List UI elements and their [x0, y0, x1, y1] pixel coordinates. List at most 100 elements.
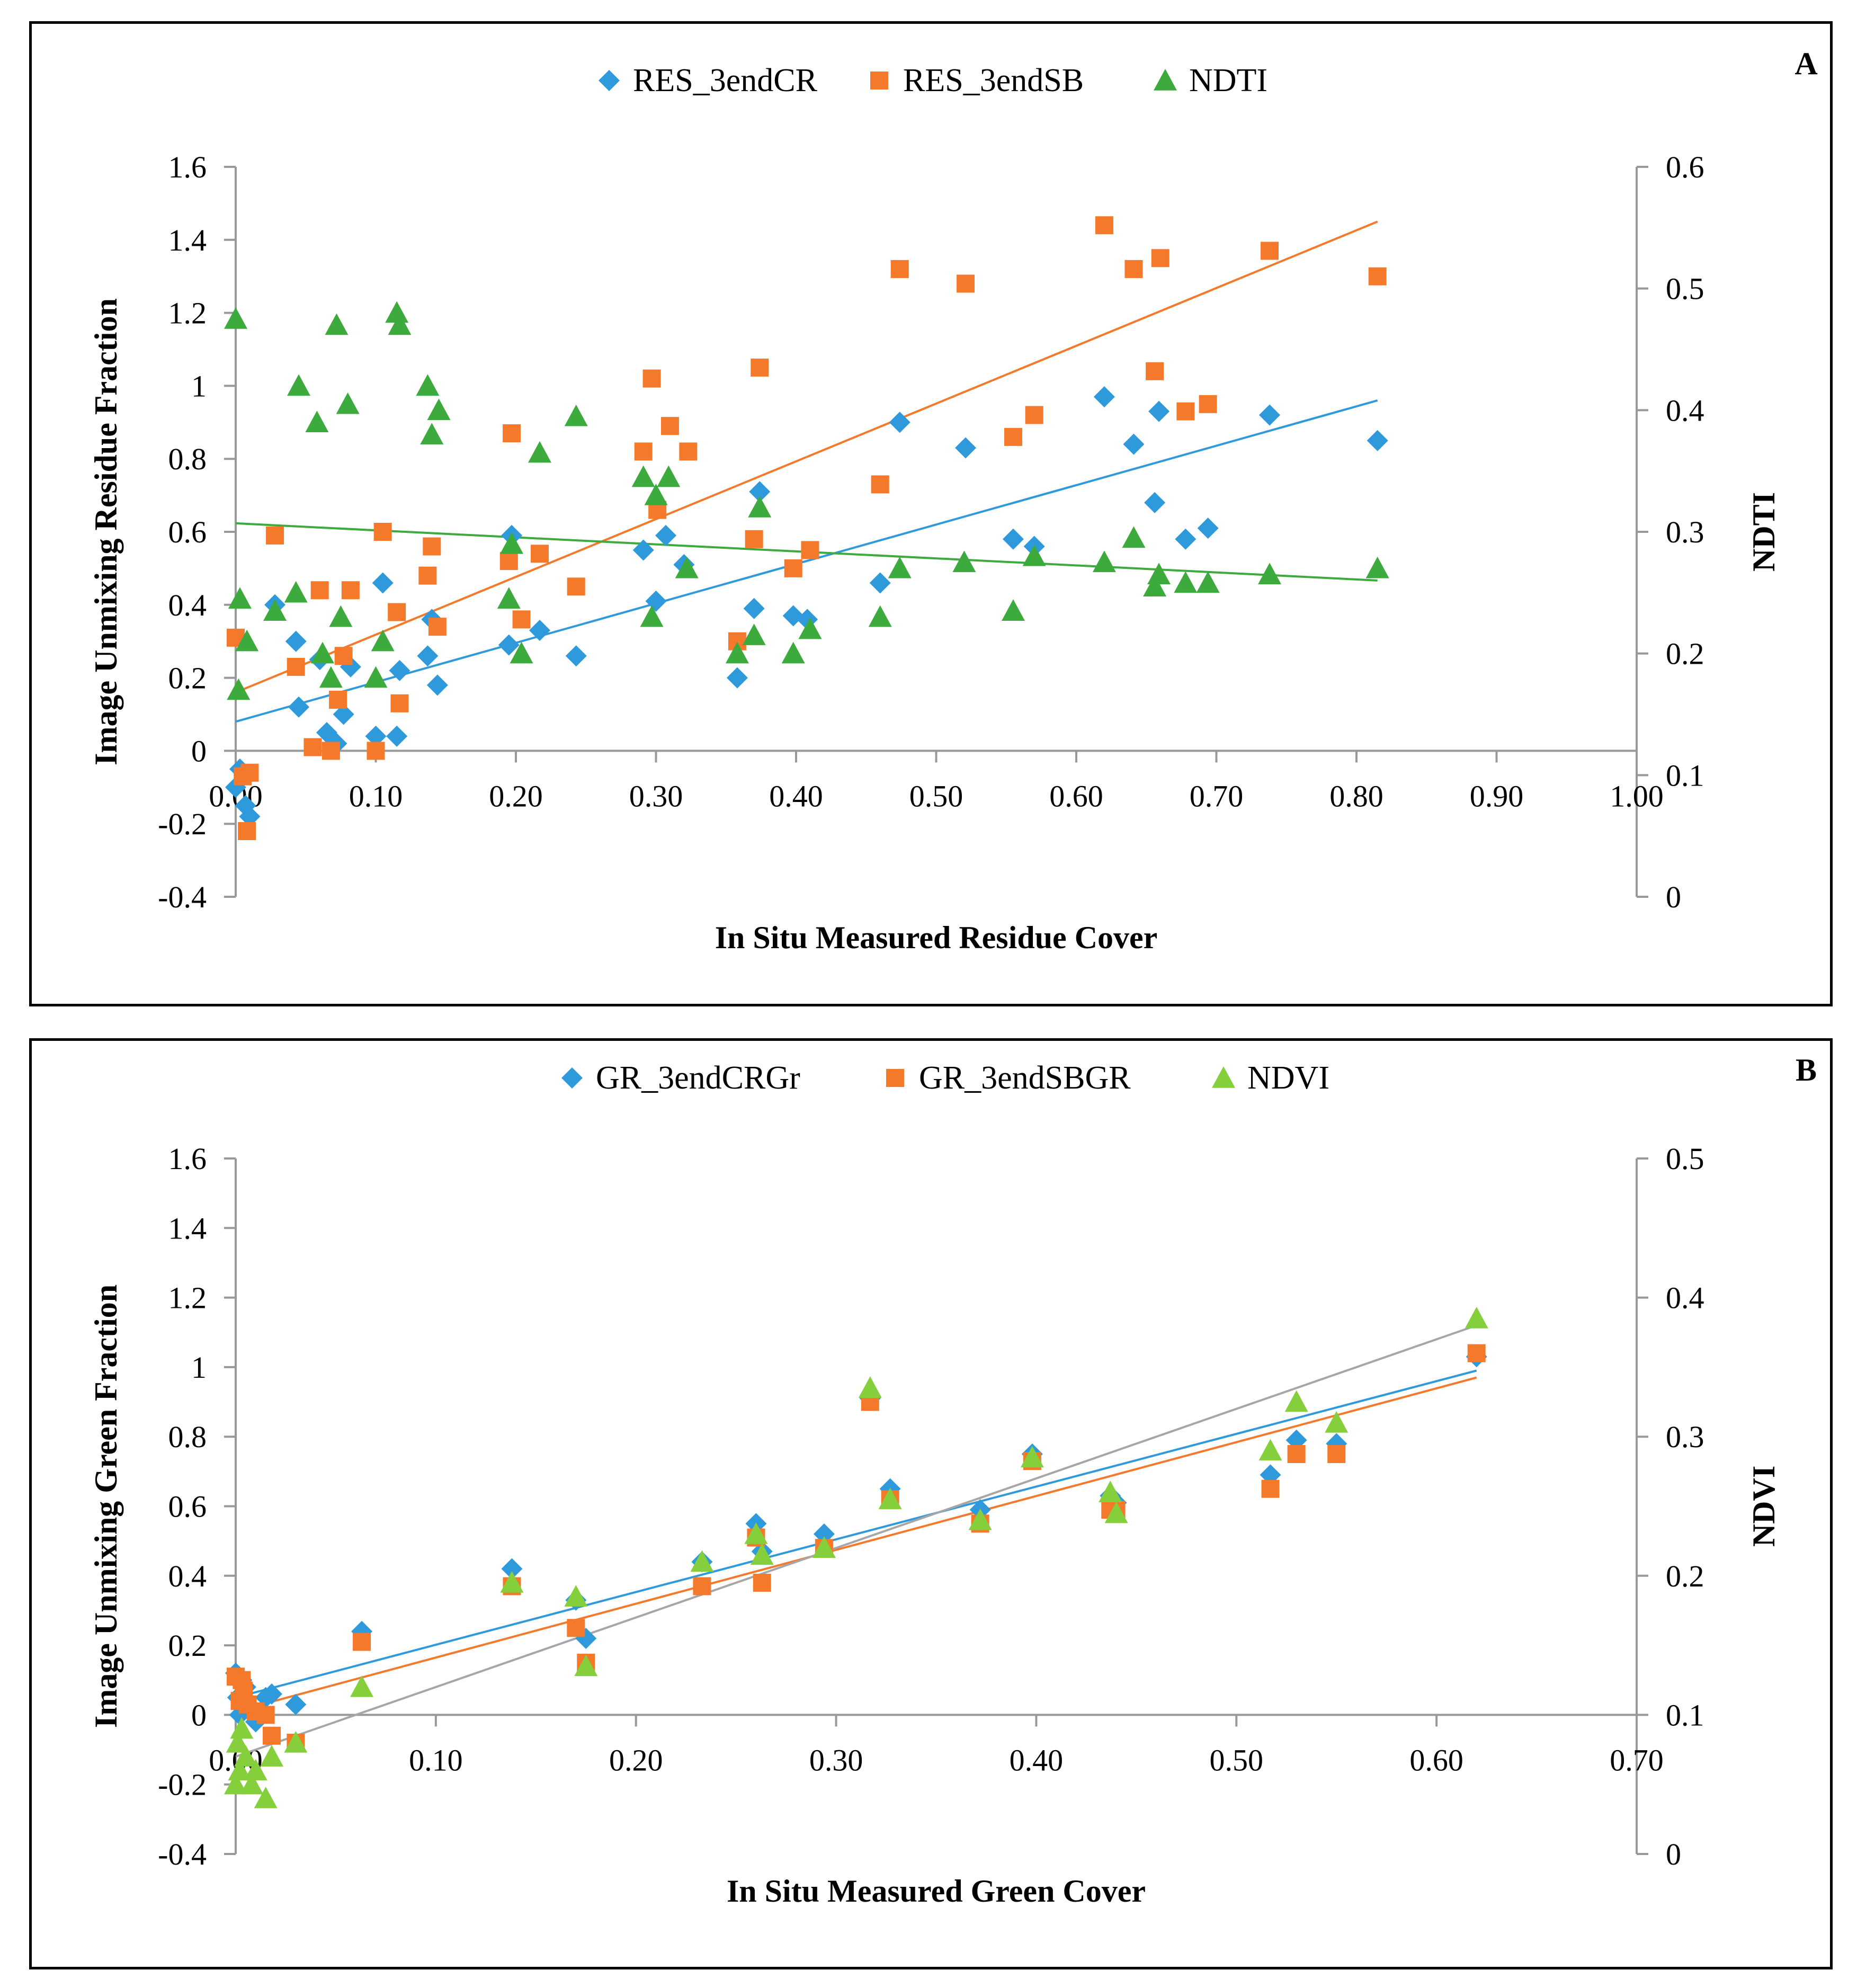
data-point-NDTI [1147, 563, 1171, 585]
data-point-RES_3endSB [751, 358, 769, 377]
y2-tick-label-b: 0.5 [1666, 1142, 1704, 1176]
y-axis-title-b: Image Unmixing Green Fraction [88, 1285, 123, 1728]
y-tick-label-a: -0.4 [158, 880, 207, 914]
data-point-NDVI [878, 1487, 902, 1510]
data-point-RES_3endSB [390, 694, 409, 712]
data-point-NDVI [350, 1675, 374, 1697]
data-point-NDVI [1284, 1390, 1308, 1412]
x-tick-label-a: 0.30 [629, 779, 683, 813]
y-tick-label-b: 0.2 [168, 1628, 207, 1663]
data-point-RES_3endSB [499, 552, 518, 570]
data-point-NDVI [564, 1585, 588, 1607]
x-tick-label-a: 0.60 [1049, 779, 1103, 813]
data-point-NDVI [1325, 1411, 1349, 1433]
data-point-GR_3endCRGr [1285, 1429, 1307, 1451]
data-point-RES_3endSB [303, 738, 322, 756]
data-point-RES_3endCR [372, 572, 394, 594]
data-point-RES_3endCR [285, 630, 307, 652]
data-point-RES_3endSB [642, 369, 661, 388]
data-point-NDTI [1174, 571, 1198, 593]
data-point-RES_3endCR [565, 645, 587, 667]
trendline-GR_3endCRGr [235, 1369, 1477, 1699]
y-tick-label-a: 0.4 [168, 588, 207, 622]
data-point-GR_3endSBGR [1261, 1479, 1280, 1498]
x-tick-label-b: 0.10 [409, 1743, 463, 1777]
data-point-NDVI [750, 1543, 774, 1565]
data-point-NDVI [228, 1759, 252, 1781]
y2-axis-title-a: NDTI [1746, 492, 1781, 572]
chart-panel-a: -0.4 -0.2 0 0.2 0.4 0.6 0.8 1 1.2 1.4 1.6 0 0.1 0.2 0.… [29, 21, 1833, 1006]
legend-marker-square [886, 1069, 904, 1087]
data-point-RES_3endSB [240, 763, 259, 782]
data-point-GR_3endCRGr [501, 1558, 523, 1580]
y-tick-label-a: 0 [191, 734, 207, 768]
data-point-NDTI [748, 496, 772, 518]
y-tick-label-b: 0.8 [168, 1420, 207, 1454]
data-point-RES_3endCR [743, 598, 765, 619]
x-tick-label-a: 0.10 [349, 779, 403, 813]
data-point-RES_3endCR [1259, 404, 1281, 426]
data-point-RES_3endCR [1148, 400, 1170, 422]
x-tick-label-a: 0.50 [909, 779, 963, 813]
data-point-RES_3endCR [889, 412, 910, 433]
y-tick-label-b: 0.4 [168, 1559, 207, 1593]
data-point-RES_3endSB [373, 523, 392, 541]
data-point-RES_3endCR [726, 667, 748, 689]
x-axis-title-b: In Situ Measured Green Cover [727, 1874, 1146, 1909]
data-point-RES_3endSB [1146, 362, 1164, 380]
data-point-NDTI [631, 465, 655, 487]
data-point-RES_3endSB [1004, 427, 1022, 446]
data-point-GR_3endCRGr [1326, 1433, 1347, 1455]
data-point-NDTI [416, 374, 440, 396]
data-point-RES_3endSB [310, 581, 329, 600]
data-point-GR_3endCRGr [229, 1704, 251, 1726]
trendline-RES_3endCR [235, 399, 1378, 723]
legend-label-b: NDVI [1247, 1060, 1329, 1096]
x-tick-label-a: 0.90 [1470, 779, 1524, 813]
data-point-RES_3endCR [749, 481, 771, 503]
data-point-RES_3endSB [266, 526, 284, 545]
data-point-NDTI [1143, 575, 1167, 597]
data-point-NDVI [812, 1536, 836, 1558]
panel-letter-b: B [1796, 1053, 1817, 1087]
data-point-RES_3endCR [645, 590, 667, 612]
data-point-NDTI [224, 307, 247, 329]
data-point-NDTI [781, 641, 805, 664]
data-point-NDTI [742, 623, 766, 645]
data-point-RES_3endCR [655, 524, 677, 546]
trendline-NDVI [235, 1324, 1477, 1758]
y-tick-label-a: 0.8 [168, 442, 207, 476]
data-point-NDVI [224, 1772, 247, 1795]
data-point-NDVI [226, 1731, 249, 1753]
scatter-chart-a: -0.4 -0.2 0 0.2 0.4 0.6 0.8 1 1.2 1.4 1.6 0 0.1 0.2 0.… [88, 46, 1818, 955]
data-point-NDVI [244, 1759, 267, 1781]
data-point-RES_3endSB [1176, 402, 1195, 421]
x-tick-label-b: 0.30 [809, 1743, 863, 1777]
data-point-NDTI [1258, 563, 1282, 585]
data-point-NDVI [284, 1731, 308, 1753]
data-point-RES_3endCR [386, 725, 408, 747]
data-point-NDTI [310, 641, 334, 664]
data-point-GR_3endCRGr [285, 1693, 307, 1715]
data-point-RES_3endSB [287, 657, 305, 676]
data-point-RES_3endSB [334, 647, 353, 665]
y2-tick-label-a: 0.1 [1666, 758, 1704, 792]
x-tick-label-b: 0.20 [609, 1743, 663, 1777]
data-point-NDTI [1001, 599, 1025, 621]
y-tick-label-a: -0.2 [158, 807, 207, 841]
data-point-NDTI [1122, 526, 1146, 548]
y2-tick-label-b: 0.1 [1666, 1698, 1704, 1732]
data-point-RES_3endSB [890, 260, 909, 278]
data-point-NDTI [497, 587, 521, 609]
data-point-RES_3endSB [784, 559, 802, 577]
data-point-GR_3endCRGr [1260, 1464, 1281, 1486]
panel-letter-a: A [1794, 46, 1817, 81]
y-tick-label-a: 1.6 [168, 150, 207, 184]
data-point-RES_3endSB [530, 545, 549, 563]
y-tick-label-b: 0 [191, 1698, 207, 1732]
data-point-NDTI [868, 605, 892, 627]
y2-tick-label-b: 0 [1666, 1837, 1681, 1871]
x-tick-label-a: 0.80 [1329, 779, 1383, 813]
legend-label-a: NDTI [1189, 63, 1267, 99]
data-point-GR_3endSBGR [693, 1577, 711, 1595]
